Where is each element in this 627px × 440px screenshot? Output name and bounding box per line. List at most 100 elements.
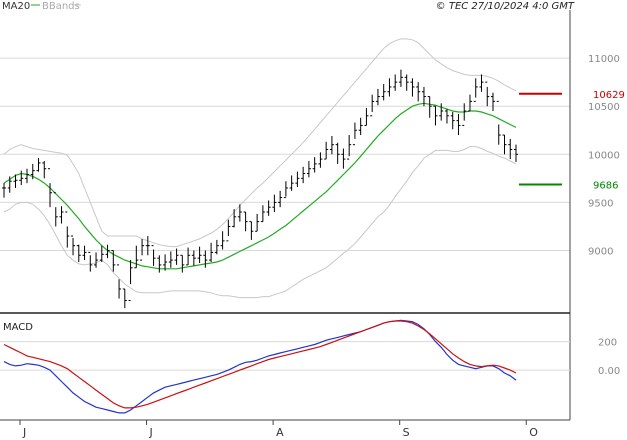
price-tick-label: 10000 [588,150,620,161]
ohlc-bar [324,141,329,160]
ohlc-bar [421,86,426,107]
ohlc-bar [508,138,513,160]
macd-tick-label: 0.00 [598,366,620,377]
ohlc-bar [53,192,58,227]
ohlc-bar [191,250,196,266]
ohlc-bar [341,148,346,169]
ohlc-bar [444,109,449,124]
ohlc-bars [2,69,518,309]
ohlc-bar [514,144,518,162]
ohlc-bar [186,247,191,266]
macd-line [3,319,517,414]
price-tick-label: 10500 [588,102,620,113]
ohlc-bar [439,103,444,121]
bband-lower [3,146,517,299]
ohlc-bar [42,161,47,179]
ohlc-bar [462,103,467,126]
ohlc-bar [157,255,162,273]
macd-grid [0,341,570,371]
ohlc-bar [140,238,145,261]
ohlc-bar [266,200,271,216]
bollinger-bands [3,38,517,299]
ohlc-bar [197,246,202,263]
ohlc-bar [370,94,375,117]
ohlc-bar [260,205,265,223]
ohlc-bar [7,176,12,193]
ohlc-bar [237,204,242,222]
date-axis: JJASON [19,420,538,439]
ohlc-bar [490,92,495,111]
ohlc-bar [48,168,53,208]
macd-tick-label: 200 [598,338,617,349]
ohlc-bar [105,244,110,259]
ohlc-bar [318,152,323,168]
price-tick-label: 9000 [588,246,613,257]
ohlc-bar [71,235,76,256]
macd-lines [3,319,517,414]
ohlc-bar [427,96,432,118]
ohlc-bar [295,171,300,187]
ohlc-bar [358,117,363,136]
ohlc-bar [111,249,116,272]
ohlc-bar [352,122,357,146]
ohlc-bar [2,183,6,198]
ohlc-bar [312,157,317,173]
ohlc-bar [306,161,311,178]
legend-bbands: BBands [42,1,80,12]
ohlc-bar [163,254,168,271]
price-axis-ticks: 9000 9500 10000 10500 11000 [588,54,620,257]
ohlc-bar [393,74,398,91]
ohlc-bar [145,236,150,256]
ohlc-bar [456,113,461,136]
ohlc-bar [485,81,490,107]
ma20-series [3,102,517,270]
ohlc-bar [226,219,231,242]
ohlc-bar [134,245,139,269]
ohlc-bar [19,170,24,186]
ohlc-bar [59,206,64,224]
ohlc-bar [94,252,99,268]
ohlc-bar [278,190,283,208]
source-timestamp: © TEC 27/10/2024 4:0 GMT [436,1,575,12]
macd-title: MACD [3,322,33,333]
ohlc-bar [496,100,501,145]
ohlc-bar [151,245,156,266]
ohlc-bar [220,231,225,250]
ohlc-bar [180,254,185,273]
ohlc-bar [364,108,369,126]
ohlc-bar [467,94,472,112]
ohlc-bar [301,166,306,184]
ohlc-bar [128,260,133,301]
ohlc-bar [117,264,122,299]
ohlc-bar [13,174,18,188]
ma20-line [3,102,517,270]
support-resistance-levels: 10629 9686 [519,90,625,191]
ohlc-bar [82,245,87,261]
price-tick-label: 9500 [588,198,613,209]
ohlc-bar [347,135,352,160]
ohlc-bar [249,221,254,240]
ohlc-bar [203,250,208,268]
ohlc-bar [433,105,438,126]
macd-axis-ticks: 0.00 200 [598,338,620,377]
ohlc-bar [36,158,41,172]
ohlc-bar [76,244,81,263]
date-tick-label: J [22,426,26,439]
ohlc-bar [450,111,455,130]
ohlc-bar [209,242,214,263]
ohlc-bar [174,248,179,265]
ohlc-bar [214,239,219,255]
ohlc-bar [289,175,294,191]
date-tick-label: O [529,426,538,439]
ohlc-bar [30,163,35,180]
ohlc-bar [479,74,484,92]
support-label: 9686 [593,180,618,191]
ohlc-bar [473,78,478,102]
price-tick-label: 11000 [588,54,620,65]
ohlc-bar [65,211,70,248]
legend-ma20: MA20 [2,1,30,12]
ohlc-bar [387,78,392,97]
date-tick-label: J [149,426,153,439]
ohlc-bar [335,142,340,164]
